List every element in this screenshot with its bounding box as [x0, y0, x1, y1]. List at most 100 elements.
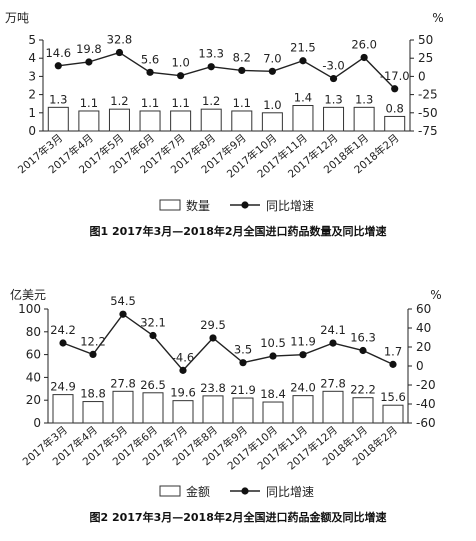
- legend-bar-label: 金额: [186, 484, 210, 499]
- growth-value-label: 3.5: [234, 343, 252, 357]
- bar: [232, 397, 254, 424]
- left-tick-label: 60: [26, 348, 41, 362]
- growth-point: [299, 57, 307, 65]
- growth-point: [391, 85, 399, 93]
- bar-value-label: 23.8: [200, 381, 226, 395]
- legend-bar-swatch: [159, 199, 181, 211]
- growth-value-label: 8.2: [233, 50, 251, 64]
- bar: [384, 115, 406, 132]
- bar-value-label: 1.4: [294, 91, 312, 105]
- bar-value-label: 1.3: [49, 92, 67, 106]
- legend-bar-label: 数量: [186, 198, 210, 213]
- bar-value-label: 1.0: [263, 98, 281, 112]
- bar: [142, 392, 164, 424]
- bar: [322, 390, 344, 424]
- growth-point: [59, 339, 67, 347]
- growth-point: [268, 67, 276, 75]
- growth-value-label: 12.2: [80, 334, 106, 348]
- legend-line-marker: [241, 201, 249, 209]
- bar: [108, 108, 130, 132]
- right-tick-label: 60: [416, 302, 431, 316]
- right-tick-label: -60: [416, 416, 436, 430]
- bar-value-label: 24.9: [50, 380, 76, 394]
- legend-line-label: 同比增速: [266, 485, 314, 499]
- bar: [292, 395, 314, 424]
- growth-point: [299, 351, 307, 359]
- growth-point: [179, 366, 187, 374]
- growth-point: [269, 352, 277, 360]
- left-tick-label: 5: [28, 33, 36, 47]
- right-tick-label: -20: [416, 378, 436, 392]
- left-tick-label: 3: [28, 69, 36, 83]
- growth-value-label: 32.8: [107, 33, 133, 47]
- left-tick-label: 2: [28, 88, 36, 102]
- growth-value-label: 16.3: [350, 331, 376, 345]
- right-tick-label: -50: [418, 106, 438, 120]
- right-tick-label: 25: [418, 51, 433, 65]
- growth-value-label: -3.0: [322, 59, 344, 73]
- growth-point: [177, 72, 185, 80]
- growth-value-label: 24.1: [320, 323, 346, 337]
- bar: [262, 401, 284, 424]
- bar-value-label: 24.0: [290, 381, 316, 395]
- growth-value-label: 19.8: [76, 42, 102, 56]
- bar: [170, 110, 192, 132]
- left-tick-label: 20: [26, 393, 41, 407]
- bar-value-label: 1.1: [171, 96, 189, 110]
- growth-point: [146, 68, 154, 76]
- bar-value-label: 1.1: [233, 96, 251, 110]
- bar-value-label: 26.5: [140, 378, 166, 392]
- growth-value-label: 14.6: [45, 46, 71, 60]
- bar: [323, 106, 345, 132]
- right-tick-label: 20: [416, 340, 431, 354]
- right-tick-label: -25: [418, 88, 438, 102]
- left-tick-label: 4: [28, 51, 36, 65]
- bar: [82, 401, 104, 424]
- left-tick-label: 1: [28, 106, 36, 120]
- growth-value-label: 21.5: [290, 41, 316, 55]
- right-tick-label: 0: [416, 359, 424, 373]
- growth-value-label: 29.5: [200, 318, 226, 332]
- growth-value-label: 26.0: [351, 37, 377, 51]
- bar-value-label: 18.4: [260, 387, 286, 401]
- bar: [382, 404, 404, 424]
- growth-point: [239, 359, 247, 367]
- growth-point: [238, 66, 246, 75]
- growth-value-label: 10.5: [260, 336, 286, 350]
- bar: [292, 105, 314, 132]
- left-tick-label: 0: [33, 416, 41, 430]
- left-tick-label: 80: [26, 325, 41, 339]
- bar: [139, 110, 161, 132]
- growth-value-label: -4.6: [172, 350, 194, 364]
- bar-value-label: 1.1: [80, 96, 98, 110]
- legend-line-label: 同比增速: [266, 199, 314, 213]
- bar-value-label: 15.6: [380, 390, 406, 404]
- bar-value-label: 1.2: [202, 94, 220, 108]
- right-unit-label: %: [432, 11, 443, 25]
- bar-value-label: 27.8: [320, 376, 346, 390]
- right-tick-label: 40: [416, 321, 431, 335]
- growth-point: [85, 58, 93, 66]
- right-tick-label: -75: [418, 124, 438, 138]
- growth-value-label: 5.6: [141, 52, 159, 66]
- right-tick-label: -40: [416, 397, 436, 411]
- growth-value-label: 32.1: [140, 316, 166, 330]
- growth-value-label: 1.0: [171, 56, 189, 70]
- growth-line: [58, 51, 396, 90]
- left-unit-label: 亿美元: [10, 287, 46, 302]
- legend-line-marker: [241, 487, 249, 495]
- bar-value-label: 1.3: [355, 92, 373, 106]
- left-tick-label: 0: [28, 124, 36, 138]
- growth-point: [89, 350, 97, 359]
- bar-value-label: 22.2: [350, 383, 376, 397]
- growth-point: [389, 360, 397, 368]
- bar: [231, 110, 253, 132]
- legend-bar-swatch: [159, 485, 181, 497]
- growth-point: [149, 331, 157, 340]
- growth-value-label: 7.0: [263, 51, 281, 65]
- growth-value-label: -17.0: [380, 69, 410, 83]
- growth-point: [119, 310, 127, 318]
- growth-point: [329, 74, 338, 83]
